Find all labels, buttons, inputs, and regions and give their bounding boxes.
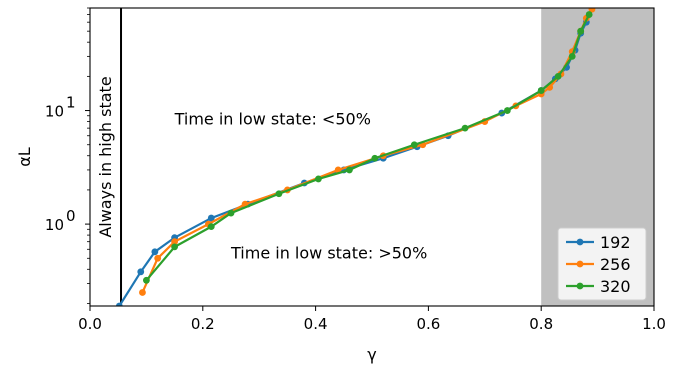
data-point <box>503 107 511 114</box>
legend-swatch-marker <box>576 282 584 290</box>
legend-label: 320 <box>600 277 631 296</box>
data-point <box>568 52 576 60</box>
series-line-320 <box>145 14 591 281</box>
data-point <box>554 72 562 80</box>
data-point <box>115 302 123 306</box>
series-320 <box>143 11 593 284</box>
data-point <box>577 27 585 35</box>
data-point <box>315 175 322 183</box>
data-point <box>346 166 353 174</box>
data-point <box>139 289 146 296</box>
legend-item: 192 <box>566 233 631 252</box>
data-point <box>137 268 145 276</box>
series-192 <box>115 18 590 306</box>
data-point <box>371 154 379 162</box>
data-point <box>585 11 593 18</box>
data-point <box>537 87 545 94</box>
x-tick-label: 0.6 <box>416 315 440 333</box>
x-tick-label: 0.2 <box>191 315 215 333</box>
legend-item: 256 <box>566 255 631 274</box>
data-point <box>410 141 418 149</box>
x-tick-label: 0.8 <box>529 315 553 333</box>
data-point <box>154 254 162 262</box>
annotation-text: Time in low state: <50% <box>174 110 371 129</box>
y-tick-label: 10 <box>45 216 64 234</box>
data-point <box>171 238 179 246</box>
vertical-line-label: Always in high state <box>96 76 115 237</box>
data-point <box>171 243 179 251</box>
legend-item: 320 <box>566 277 631 296</box>
data-point <box>275 190 283 198</box>
legend-label: 192 <box>600 233 631 252</box>
data-point <box>461 124 469 132</box>
data-point <box>151 248 159 256</box>
y-tick-exponent: 1 <box>66 94 76 112</box>
x-tick-label: 1.0 <box>642 315 666 333</box>
data-point <box>207 223 215 231</box>
y-axis-label: αL <box>15 147 34 167</box>
plot-frame <box>89 7 655 307</box>
series-line-256 <box>141 8 593 293</box>
legend-label: 256 <box>600 255 631 274</box>
legend-box <box>557 227 647 301</box>
y-tick-label: 10 <box>45 103 64 121</box>
data-point <box>227 209 235 217</box>
y-tick-exponent: 0 <box>66 207 76 225</box>
series-line-192 <box>118 21 588 306</box>
annotation-text: Time in low state: >50% <box>230 243 427 262</box>
legend-swatch-marker <box>576 260 584 268</box>
x-axis-label: γ <box>367 345 376 364</box>
data-point <box>207 214 215 222</box>
legend-swatch-marker <box>576 238 584 246</box>
data-point <box>143 276 150 284</box>
x-tick-label: 0.0 <box>78 315 102 333</box>
x-tick-label: 0.4 <box>304 315 328 333</box>
